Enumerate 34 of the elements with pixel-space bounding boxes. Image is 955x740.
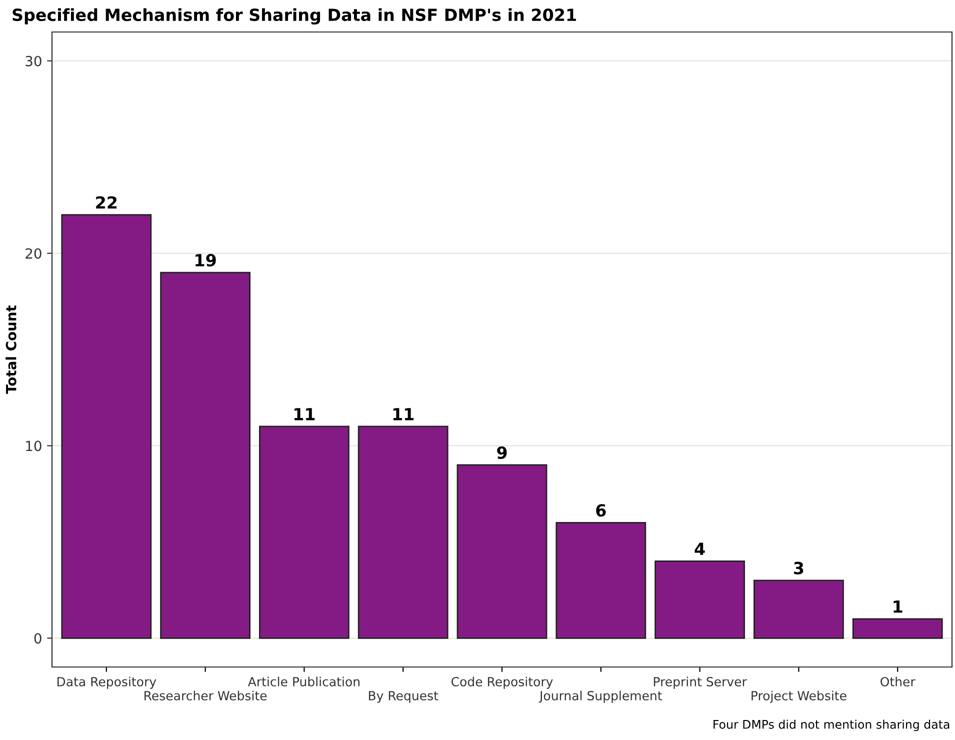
- bar: [160, 272, 250, 639]
- x-tick-label: Journal Supplement: [538, 690, 662, 703]
- x-tick-label: Article Publication: [248, 676, 360, 686]
- bar: [654, 560, 746, 639]
- data-label: 19: [196, 254, 216, 267]
- data-label: 9: [497, 446, 507, 459]
- bar: [258, 426, 350, 639]
- bar: [61, 214, 152, 639]
- data-label: 1: [894, 600, 902, 613]
- x-tick-label: Project Website: [752, 690, 846, 703]
- data-label: 22: [96, 196, 117, 209]
- data-label: 11: [393, 408, 414, 420]
- chart-title: Specified Mechanism for Sharing Data in NSF DMP's in 2021: [12, 8, 576, 24]
- x-tick-label: Preprint Server: [654, 676, 747, 689]
- x-tick-label: Researcher Website: [144, 690, 267, 700]
- data-label: 3: [794, 562, 804, 574]
- y-tick-label: 10: [26, 440, 42, 452]
- x-tick-label: Other: [880, 676, 916, 686]
- data-label: 4: [694, 542, 705, 555]
- y-tick-label: 0: [34, 633, 42, 644]
- x-tick-label: Data Repository: [57, 676, 156, 689]
- bar: [852, 618, 943, 639]
- y-tick-label: 20: [26, 248, 42, 259]
- y-axis-title: Total Count: [6, 305, 16, 394]
- x-tick-label: Code Repository: [451, 676, 553, 689]
- text: Four DMPs did not mention sharing data: [714, 720, 950, 732]
- bar: [754, 580, 844, 639]
- x-tick-label: By Request: [368, 691, 438, 703]
- data-label: 6: [596, 504, 606, 517]
- bar: [456, 464, 548, 639]
- bar: [358, 426, 448, 639]
- bar: [556, 522, 646, 639]
- data-label: 11: [294, 408, 315, 420]
- y-tick-label: 30: [26, 56, 42, 66]
